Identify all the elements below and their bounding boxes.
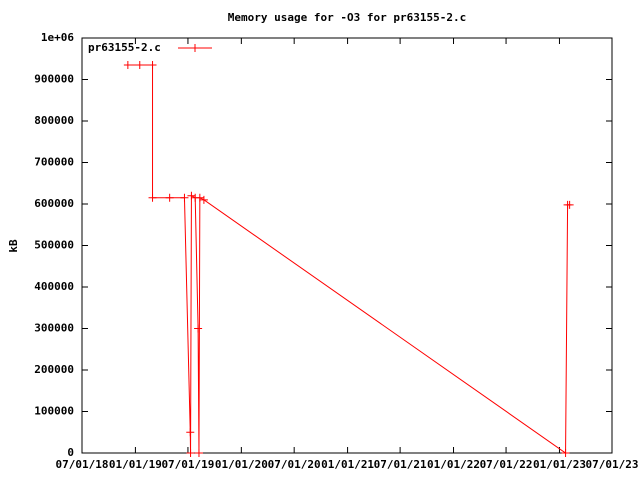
- x-tick-label: 07/01/21: [374, 458, 427, 471]
- x-tick-label: 07/01/18: [56, 458, 109, 471]
- x-tick-label: 07/01/22: [480, 458, 533, 471]
- x-tick-label: 07/01/19: [161, 458, 214, 471]
- legend-label: pr63155-2.c: [88, 41, 161, 54]
- y-tick-label: 900000: [34, 73, 74, 86]
- point-marker: [135, 60, 144, 69]
- y-tick-label: 800000: [34, 114, 74, 127]
- y-tick-label: 1e+06: [41, 31, 74, 44]
- point-marker: [165, 193, 174, 202]
- legend-marker: [191, 44, 199, 52]
- y-tick-label: 0: [67, 446, 74, 459]
- point-marker: [148, 193, 157, 202]
- chart-title: Memory usage for -O3 for pr63155-2.c: [228, 11, 466, 24]
- point-marker: [186, 428, 195, 437]
- y-tick-label: 100000: [34, 405, 74, 418]
- y-tick-label: 700000: [34, 156, 74, 169]
- point-marker: [180, 193, 189, 202]
- point-marker: [194, 449, 203, 457]
- x-tick-label: 01/01/19: [109, 458, 162, 471]
- point-marker: [565, 200, 574, 209]
- point-marker: [199, 195, 208, 204]
- x-tick-label: 01/01/23: [533, 458, 586, 471]
- point-marker: [194, 324, 203, 333]
- point-marker: [186, 449, 195, 457]
- y-tick-label: 500000: [34, 239, 74, 252]
- point-marker: [148, 60, 157, 69]
- point-marker: [187, 191, 196, 200]
- y-tick-label: 300000: [34, 322, 74, 335]
- x-tick-label: 07/01/23: [586, 458, 639, 471]
- point-marker: [123, 60, 132, 69]
- y-tick-label: 400000: [34, 280, 74, 293]
- y-tick-label: 600000: [34, 197, 74, 210]
- y-tick-label: 200000: [34, 363, 74, 376]
- x-tick-label: 01/01/21: [321, 458, 374, 471]
- x-tick-label: 01/01/20: [215, 458, 268, 471]
- point-marker: [195, 193, 204, 202]
- y-axis-label: kB: [7, 239, 20, 253]
- x-tick-label: 01/01/22: [427, 458, 480, 471]
- x-tick-label: 07/01/20: [268, 458, 321, 471]
- point-marker: [561, 449, 570, 457]
